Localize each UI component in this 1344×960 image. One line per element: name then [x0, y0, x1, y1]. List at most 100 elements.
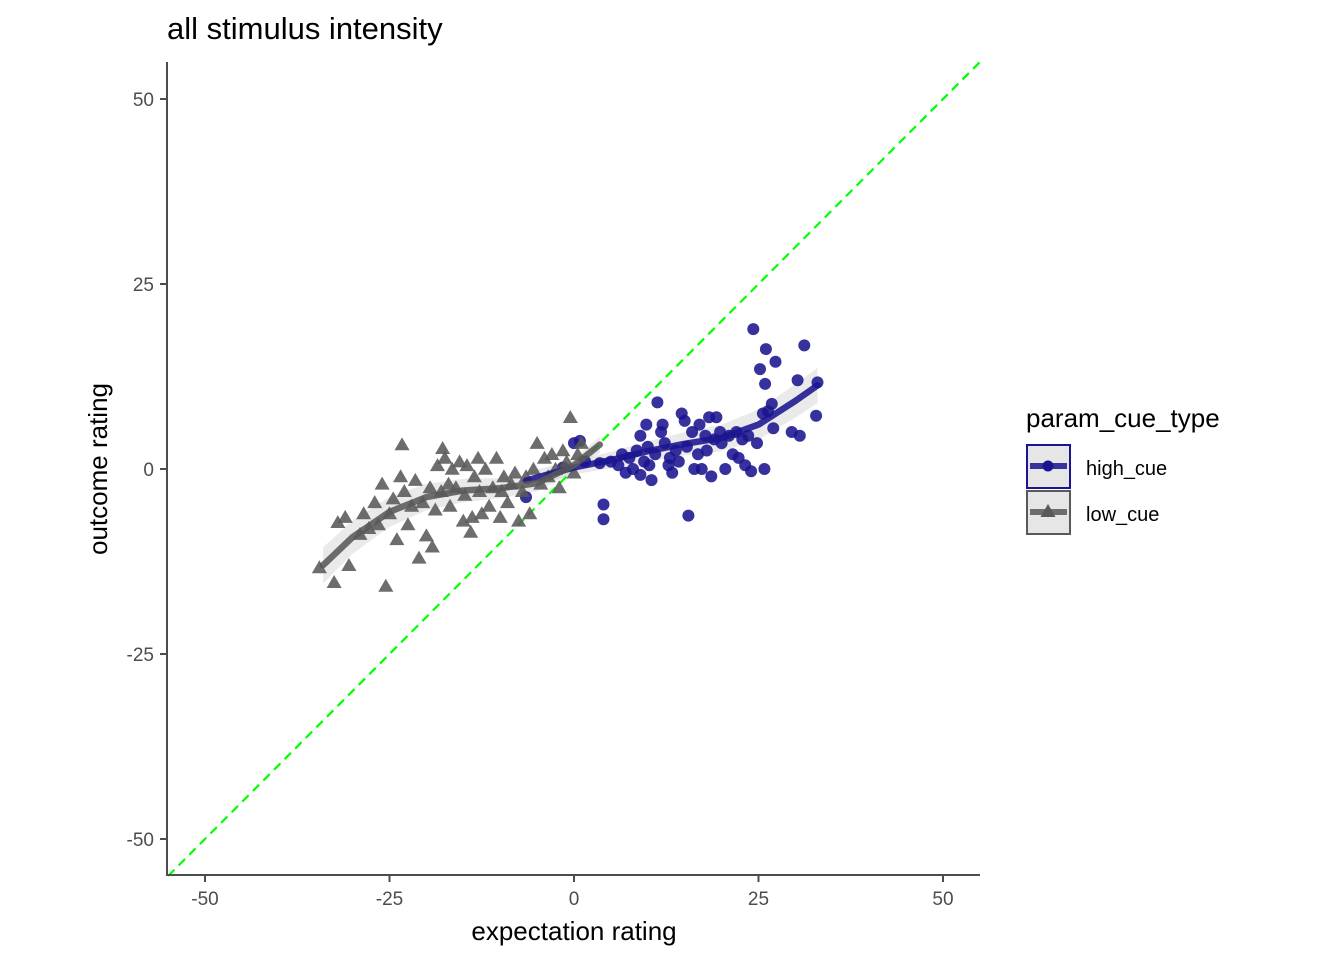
point-high-cue [791, 374, 804, 387]
point-low-cue [463, 524, 479, 538]
point-low-cue [555, 443, 571, 457]
point-low-cue [492, 509, 508, 523]
legend-label-low-cue: low_cue [1086, 504, 1159, 526]
point-low-cue [566, 465, 582, 479]
x-tick-label: 25 [748, 889, 769, 910]
y-tick-label: 25 [133, 275, 154, 296]
point-low-cue [457, 487, 473, 501]
point-high-cue [597, 498, 610, 511]
chart-title: all stimulus intensity [167, 11, 443, 46]
point-high-cue [765, 397, 778, 410]
legend-title: param_cue_type [1026, 403, 1220, 433]
point-high-cue [747, 323, 760, 336]
x-axis-ticks: -50 -25 0 25 50 [191, 875, 954, 910]
point-high-cue [651, 396, 664, 409]
point-low-cue [562, 410, 578, 423]
trend-layer [319, 382, 821, 569]
point-low-cue [422, 480, 438, 494]
point-high-cue [695, 463, 708, 475]
point-low-cue [496, 469, 512, 483]
x-axis-title: expectation rating [471, 916, 676, 946]
legend-item-low-cue: low_cue [1026, 490, 1159, 535]
point-low-cue [370, 517, 386, 531]
point-low-cue [442, 498, 458, 512]
point-low-cue [400, 517, 416, 531]
point-low-cue [396, 484, 412, 497]
point-low-cue [544, 447, 560, 460]
point-low-cue [330, 515, 346, 528]
point-high-cue [643, 459, 656, 472]
legend: param_cue_type high_cue low_cue [1026, 403, 1220, 535]
point-low-cue [514, 484, 530, 497]
point-low-cue [435, 441, 451, 454]
point-high-cue [798, 339, 811, 352]
point-high-cue [645, 474, 658, 487]
point-low-cue [444, 461, 460, 475]
point-low-cue [511, 513, 527, 527]
point-low-cue [477, 461, 493, 475]
point-high-cue [759, 377, 772, 390]
point-high-cue [705, 470, 718, 483]
point-low-cue [367, 495, 383, 509]
point-high-cue [634, 429, 647, 442]
point-low-cue [393, 469, 409, 483]
point-low-cue [470, 450, 486, 464]
point-low-cue [385, 491, 401, 505]
x-tick-label: -25 [376, 889, 403, 910]
legend-circle-marker [1042, 460, 1054, 472]
point-high-cue [767, 422, 780, 435]
y-tick-label: 50 [133, 90, 154, 111]
point-high-cue [666, 466, 679, 479]
point-low-cue [529, 435, 545, 449]
point-low-cue [424, 539, 440, 553]
point-low-cue [525, 461, 541, 475]
point-high-cue [745, 465, 758, 478]
point-high-cue [700, 444, 713, 457]
point-low-cue [573, 435, 589, 449]
x-tick-label: 50 [932, 889, 953, 910]
x-tick-label: -50 [191, 889, 218, 910]
point-high-cue [678, 414, 691, 427]
point-high-cue [634, 468, 647, 481]
point-high-cue [751, 437, 763, 450]
point-low-cue [389, 532, 405, 546]
point-high-cue [656, 418, 669, 431]
point-low-cue [459, 458, 475, 472]
point-high-cue [719, 463, 732, 475]
y-tick-label: -25 [127, 645, 154, 666]
point-high-cue [758, 463, 771, 475]
point-high-cue [769, 355, 782, 368]
point-high-cue [810, 409, 823, 422]
point-low-cue [474, 506, 490, 520]
ci-band-low-cue [323, 436, 600, 584]
point-high-cue [693, 418, 706, 431]
point-high-cue [793, 429, 806, 442]
point-high-cue [597, 513, 610, 526]
point-low-cue [522, 506, 538, 520]
point-low-cue [551, 480, 567, 494]
point-high-cue [672, 455, 685, 468]
points-layer [311, 323, 824, 592]
point-low-cue [411, 550, 427, 564]
point-low-cue [488, 450, 505, 464]
point-low-cue [326, 575, 342, 588]
point-low-cue [437, 450, 453, 464]
point-high-cue [759, 343, 772, 356]
legend-item-high-cue: high_cue [1026, 444, 1167, 489]
point-low-cue [452, 454, 468, 468]
x-tick-label: 0 [569, 889, 580, 910]
trend-line-low-cue [319, 441, 604, 569]
point-low-cue [394, 437, 410, 451]
point-low-cue [441, 476, 457, 490]
point-high-cue [710, 411, 723, 424]
y-axis-ticks: -50 -25 0 25 50 [127, 90, 167, 851]
legend-triangle-marker [1040, 504, 1056, 517]
point-low-cue [464, 509, 480, 523]
y-axis-title: outcome rating [83, 383, 113, 555]
point-low-cue [536, 450, 552, 464]
point-low-cue [427, 502, 443, 516]
point-low-cue [418, 528, 434, 542]
point-low-cue [311, 560, 327, 574]
point-low-cue [378, 578, 394, 592]
